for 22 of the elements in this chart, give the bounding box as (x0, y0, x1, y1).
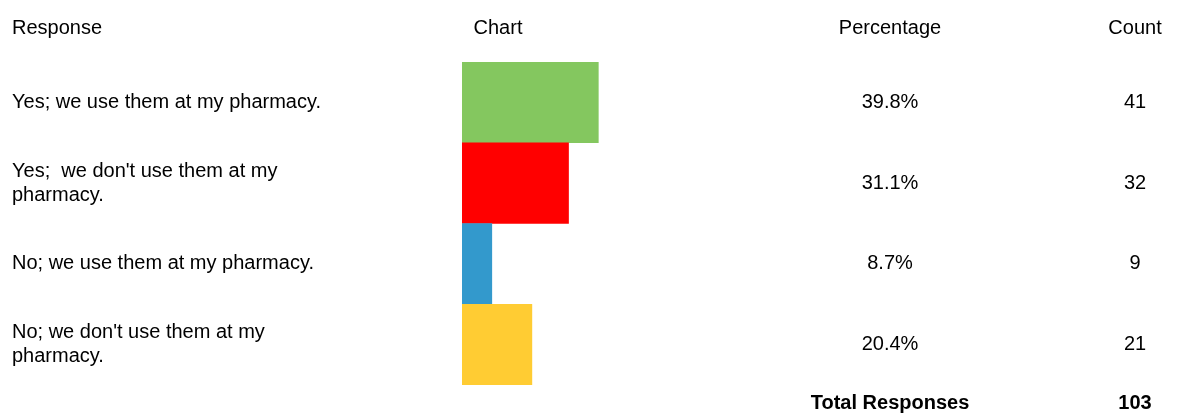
y-tick-label: No; we don't use them at my pharmacy. (12, 320, 265, 367)
y-tick-label: No; we use them at my pharmacy. (12, 251, 314, 274)
bar (462, 62, 599, 144)
y-tick-label: Yes; we use them at my pharmacy. (12, 89, 322, 112)
bar (462, 303, 533, 385)
text: Count (1108, 15, 1163, 38)
data-label: 8.7% (867, 251, 914, 274)
text: 41 (1123, 89, 1147, 112)
text: 9 (1129, 251, 1141, 274)
text: Response (12, 15, 103, 38)
text: 103 (1118, 390, 1152, 413)
bar (462, 223, 493, 305)
data-label: 20.4% (861, 332, 919, 355)
y-tick-label: Yes; we don't use them at my pharmacy. (12, 158, 278, 205)
text: 32 (1123, 170, 1147, 193)
text: Total Responses (810, 390, 970, 413)
text: 21 (1123, 332, 1147, 355)
data-label: 39.8% (861, 89, 919, 112)
text: Chart (473, 15, 523, 38)
data-label: 31.1% (861, 170, 919, 193)
bar (462, 142, 569, 224)
text: Percentage (838, 15, 942, 38)
